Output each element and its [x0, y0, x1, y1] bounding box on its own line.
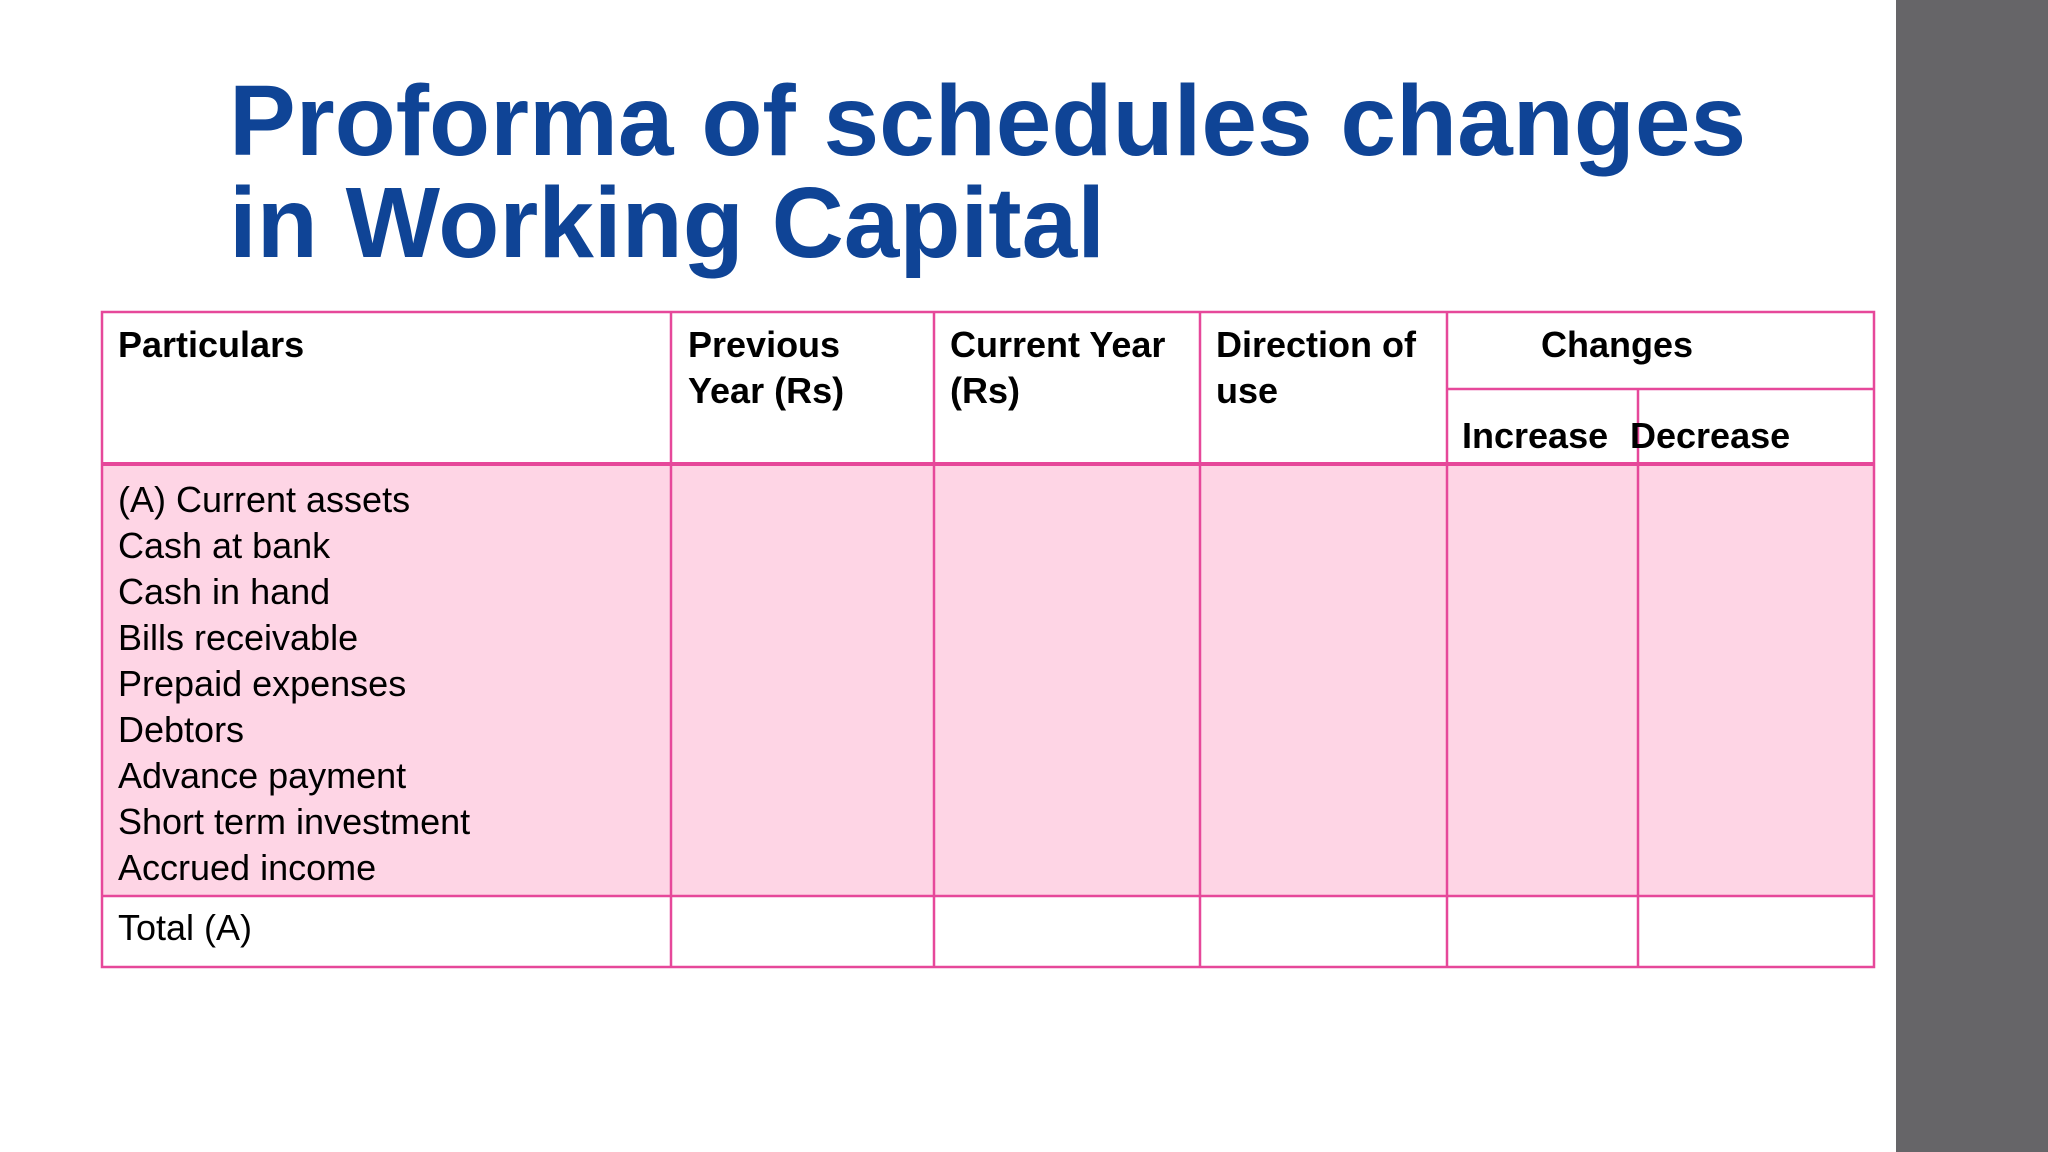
- row-label: Accrued income: [118, 847, 377, 888]
- row-label: (A) Current assets: [118, 479, 411, 520]
- row-label: Total (A): [118, 907, 253, 948]
- row-label: Bills receivable: [118, 617, 359, 658]
- row-label: Cash in hand: [118, 571, 331, 612]
- row-label: Short term investment: [118, 801, 471, 842]
- row-label: Debtors: [118, 709, 245, 750]
- row-label: Advance payment: [118, 755, 407, 796]
- header-cell: Current Year (Rs): [950, 324, 1166, 411]
- row-label: Prepaid expenses: [118, 663, 407, 704]
- body-fill: [102, 464, 1874, 896]
- table-grid: [100, 310, 1876, 969]
- header-cell: Previous Year (Rs): [688, 324, 845, 411]
- header-cell: Particulars: [118, 324, 305, 365]
- header-cell: Direction of use: [1216, 324, 1417, 411]
- table-border: [100, 310, 1876, 969]
- row-label: Cash at bank: [118, 525, 331, 566]
- header-cell: Changes: [1540, 324, 1694, 365]
- subheader-cell: Decrease: [1630, 415, 1791, 456]
- subheader-cell: Increase: [1462, 415, 1609, 456]
- sidebar: [1896, 0, 2048, 1152]
- title: Proforma of schedules changes in Working…: [229, 65, 1747, 279]
